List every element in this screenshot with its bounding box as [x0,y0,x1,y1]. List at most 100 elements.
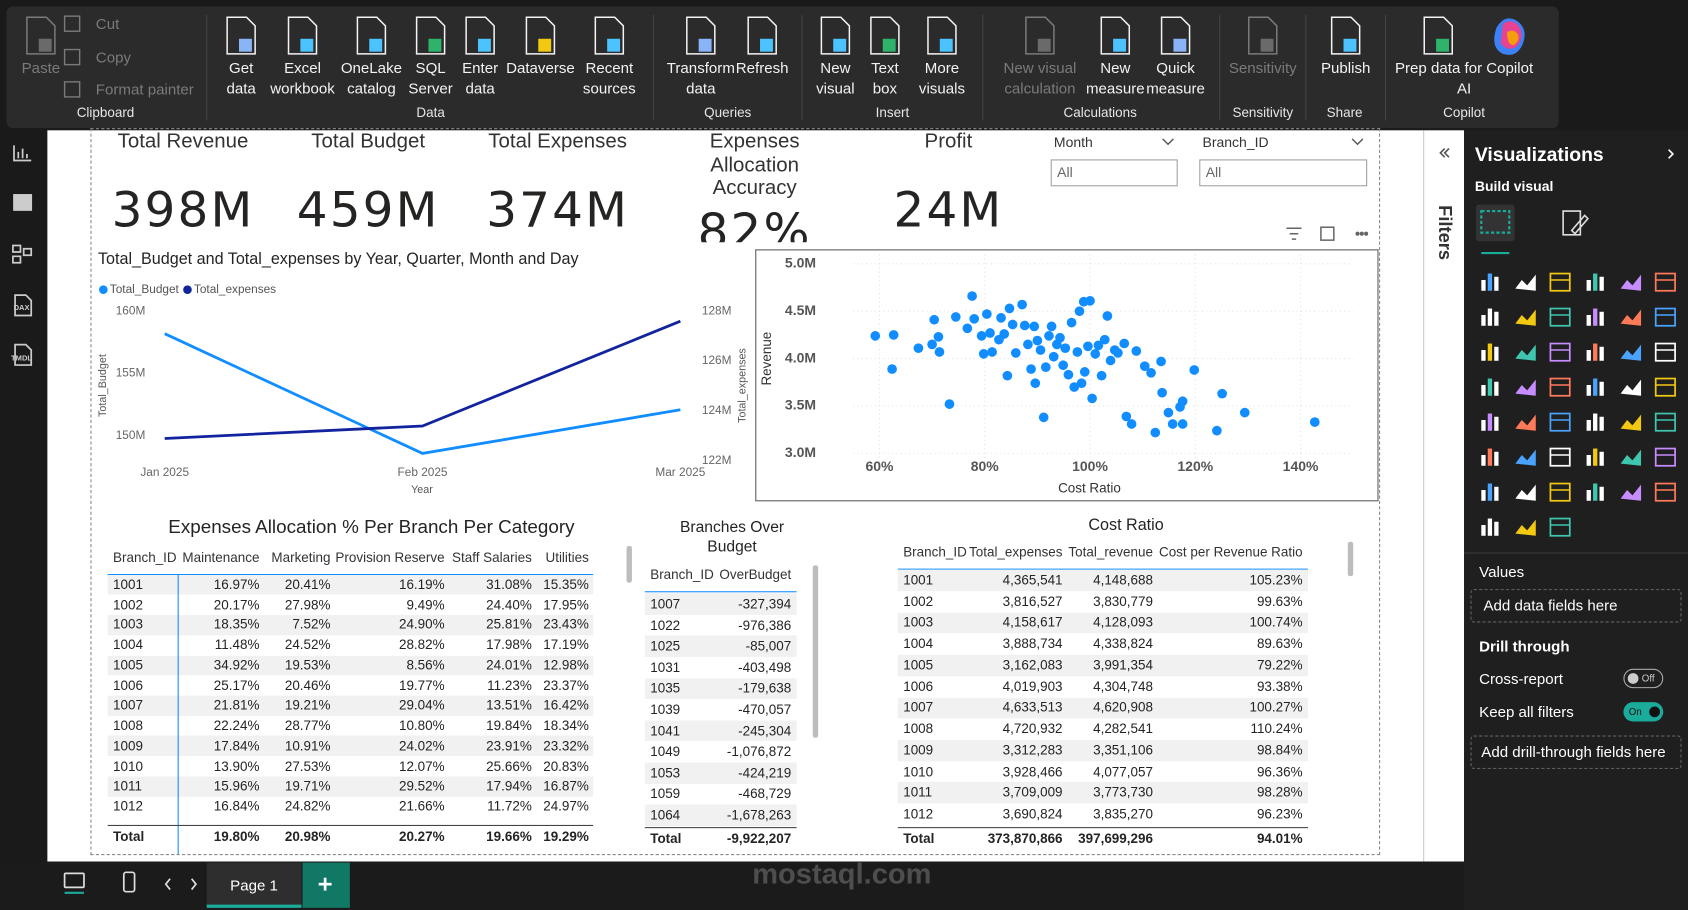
column-header[interactable]: Total_revenue [1068,544,1153,560]
column-header[interactable]: Branch_ID [903,544,967,560]
ribbon-button: Paste [21,59,61,77]
ribbon-button[interactable]: SQL [415,59,446,77]
ribbon-button[interactable]: measure [1146,79,1205,97]
ribbon-button[interactable]: workbook [270,79,335,97]
ribbon-button[interactable]: Get [228,59,254,77]
row-band [897,612,1308,634]
table-cell: 1041 [650,723,681,739]
ribbon-button[interactable]: data [465,79,495,97]
ribbon-button[interactable]: Recent [585,59,634,77]
card: Expenses Allocation Accuracy 82% [652,130,857,242]
column-header[interactable]: Staff Salaries [452,550,532,566]
table-cell: 16.42% [543,698,589,714]
table-cell: 1008 [903,721,934,737]
card: Total Expenses 374M [455,130,660,242]
total-cell: 397,699,296 [1078,831,1153,847]
ribbon-button[interactable]: New [820,59,851,77]
column-header[interactable]: Branch_ID [650,567,714,583]
table-cell: 13.51% [486,698,532,714]
nav-icon-label[interactable]: TMDL [11,355,33,363]
ribbon-button[interactable]: sources [582,79,636,97]
drill-well[interactable] [1470,735,1682,769]
field-well[interactable] [1470,589,1682,623]
page-tab[interactable] [206,862,302,908]
ribbon-button[interactable]: box [872,79,898,97]
page-tab-label[interactable]: Page 1 [230,876,278,894]
table-cell: 1004 [903,636,934,652]
filters-label[interactable]: Filters [1434,205,1456,261]
table-cell: 3,690,824 [1002,806,1063,822]
ribbon-group-label: Data [416,105,445,121]
total-cell: 19.66% [486,829,532,845]
table-cell: 1004 [113,637,143,653]
slicer-dropdown[interactable] [1199,159,1368,187]
column-header[interactable]: Maintenance [182,550,260,566]
table-cell: 98.28% [1256,785,1303,801]
table-cell: 19.21% [284,698,331,714]
total-rule [107,824,594,826]
total-cell: 94.01% [1256,831,1303,847]
ribbon-button[interactable]: Enter [462,59,499,77]
table-cell: 1006 [113,677,143,693]
table-cell: 93.38% [1256,678,1303,695]
slicer-label: Month [1053,134,1093,151]
ribbon-button: New visual [1003,59,1077,77]
column-header[interactable]: Marketing [271,550,331,566]
total-cell: Total [903,831,935,847]
ribbon-button[interactable]: Prep data for Copilot [1394,59,1534,77]
ribbon-button[interactable]: Refresh [735,59,789,77]
column-header[interactable]: Provision Reserve [335,550,445,566]
table-cell: 98.84% [1256,742,1303,758]
ribbon-button[interactable]: data [226,79,256,97]
row-band [644,678,797,700]
column-header[interactable]: Cost per Revenue Ratio [1158,544,1303,560]
ribbon-button[interactable]: Publish [1320,59,1371,77]
ribbon-button[interactable]: More [924,59,960,77]
table-cell: 1006 [903,678,934,695]
table-cell: 100.27% [1249,700,1303,716]
table-cell: 3,773,730 [1093,785,1153,801]
ribbon-button[interactable]: AI [1456,79,1472,97]
column-header[interactable]: OverBudget [719,567,792,583]
ribbon-button[interactable]: measure [1085,79,1145,97]
ribbon-button[interactable]: data [686,79,716,97]
card: Profit 24M [846,130,1051,242]
filters-strip[interactable] [1423,130,1465,862]
ribbon-button[interactable]: visual [816,79,855,97]
slicer-dropdown[interactable] [1050,159,1178,187]
total-cell: 19.29% [543,829,589,845]
table-cell: 21.66% [398,798,445,814]
add-page-button[interactable] [302,862,350,908]
table-cell: 11.23% [487,677,532,693]
table-cell: 4,128,093 [1093,615,1153,631]
ribbon-button[interactable]: OneLake [340,59,402,77]
nav-icon-label[interactable]: DAX [13,304,30,313]
ribbon-button[interactable]: Excel [284,59,321,77]
ribbon-button[interactable]: Text [871,59,899,77]
row-band [897,654,1308,677]
column-header[interactable]: Branch_ID [113,550,177,566]
table-cell: 17.98% [486,637,532,653]
ribbon-button[interactable]: catalog [347,79,396,97]
ribbon-button[interactable]: New [1100,59,1131,77]
card-label: Accuracy [712,176,797,200]
ribbon-button[interactable]: visuals [918,79,965,97]
ribbon-group-label: Sensitivity [1232,105,1294,121]
row-band [644,593,797,615]
ribbon-button[interactable]: Dataverse [506,59,575,77]
ribbon-button[interactable]: Transform [666,59,735,77]
row-band [644,804,797,826]
card-value: 24M [893,181,1004,239]
well-placeholder: Add drill-through fields here [1481,743,1666,761]
ribbon-group-label: Insert [875,105,910,121]
table-cell: 20.83% [543,758,589,774]
ribbon-button[interactable]: Quick [1156,59,1195,77]
table-cell: 9.49% [406,597,445,613]
column-header[interactable]: Utilities [545,550,589,566]
toggle[interactable] [1623,668,1664,689]
row-band [107,655,594,676]
column-header[interactable]: Total_expenses [969,544,1063,560]
ribbon-button[interactable]: Server [408,79,453,97]
table-cell: -85,007 [745,638,792,654]
